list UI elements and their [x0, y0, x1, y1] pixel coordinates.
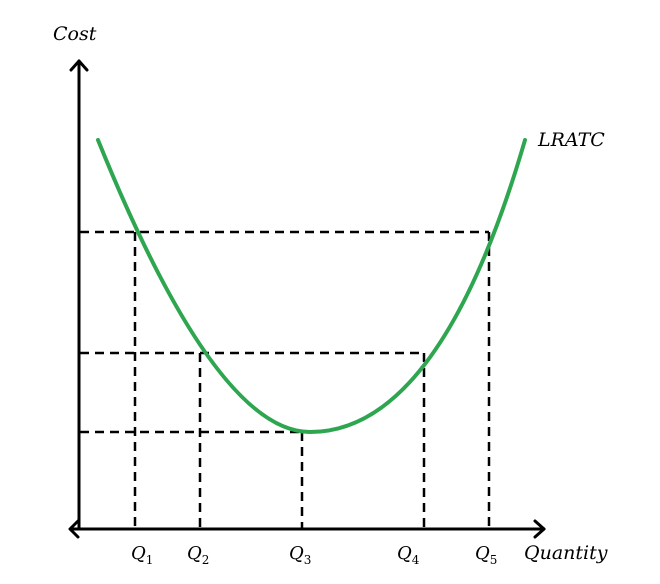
x-tick-q5: Q5	[475, 543, 497, 567]
x-tick-q1: Q1	[131, 543, 153, 567]
x-tick-labels: Q1 Q2 Q3 Q4 Q5	[131, 543, 497, 567]
guide-lines	[80, 230, 491, 529]
x-axis-label: Quantity	[524, 542, 608, 564]
curve-label: LRATC	[537, 129, 605, 151]
axes	[68, 59, 546, 539]
x-tick-q4: Q4	[397, 543, 420, 567]
x-tick-q3: Q3	[289, 543, 311, 567]
y-axis-arrow-icon	[69, 59, 89, 72]
y-axis-label: Cost	[53, 23, 97, 45]
origin-arrow-icon	[68, 519, 80, 539]
lratc-curve	[96, 138, 527, 435]
x-tick-q2: Q2	[187, 543, 209, 567]
x-axis-arrow-icon	[533, 519, 546, 539]
